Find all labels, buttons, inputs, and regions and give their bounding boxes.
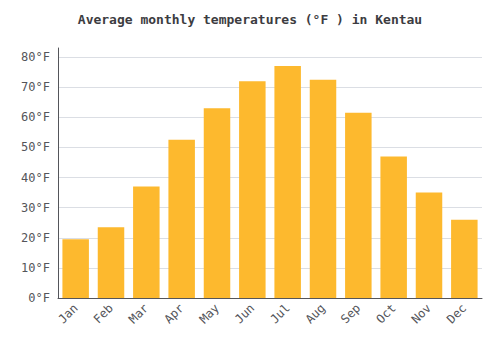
- svg-text:60°F: 60°F: [21, 110, 50, 124]
- svg-text:30°F: 30°F: [21, 201, 50, 215]
- svg-text:70°F: 70°F: [21, 80, 50, 94]
- svg-text:40°F: 40°F: [21, 171, 50, 185]
- svg-text:Feb: Feb: [91, 301, 116, 326]
- svg-text:Jan: Jan: [55, 301, 80, 326]
- svg-text:Average monthly temperatures (: Average monthly temperatures (°F ) in Ke…: [78, 12, 422, 27]
- svg-text:Mar: Mar: [126, 301, 151, 326]
- svg-text:0°F: 0°F: [28, 291, 50, 305]
- svg-text:50°F: 50°F: [21, 140, 50, 154]
- svg-text:10°F: 10°F: [21, 261, 50, 275]
- svg-text:Oct: Oct: [373, 301, 398, 326]
- svg-text:Apr: Apr: [161, 301, 186, 326]
- svg-text:May: May: [197, 301, 222, 326]
- svg-text:Jun: Jun: [232, 301, 257, 326]
- svg-text:80°F: 80°F: [21, 50, 50, 64]
- svg-text:Sep: Sep: [338, 301, 363, 326]
- svg-text:Dec: Dec: [444, 301, 469, 326]
- svg-text:20°F: 20°F: [21, 231, 50, 245]
- svg-text:Aug: Aug: [303, 301, 328, 326]
- svg-text:Jul: Jul: [267, 301, 292, 326]
- svg-text:Nov: Nov: [409, 301, 434, 326]
